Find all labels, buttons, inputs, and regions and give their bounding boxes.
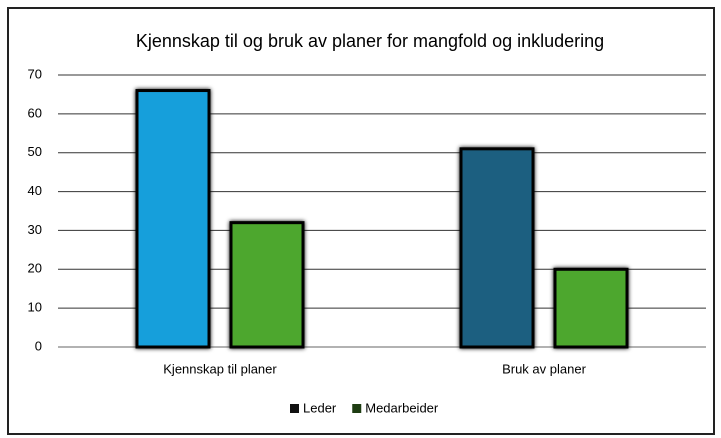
legend-label: Medarbeider <box>365 400 439 415</box>
y-tick-label: 20 <box>28 261 42 276</box>
legend-swatch <box>290 404 299 413</box>
legend-swatch <box>352 404 362 413</box>
x-tick-label: Bruk av planer <box>502 361 586 376</box>
y-tick-label: 0 <box>35 338 42 353</box>
x-tick-label: Kjennskap til planer <box>163 361 277 376</box>
y-tick-label: 30 <box>28 222 42 237</box>
y-tick-label: 50 <box>28 144 42 159</box>
bar <box>229 221 305 349</box>
y-tick-label: 10 <box>28 300 42 315</box>
legend-label: Leder <box>303 400 337 415</box>
y-tick-label: 60 <box>28 105 42 120</box>
bar <box>135 89 211 349</box>
chart-title: Kjennskap til og bruk av planer for mang… <box>136 31 604 51</box>
y-tick-label: 70 <box>28 66 42 81</box>
bar <box>459 147 535 349</box>
y-tick-label: 40 <box>28 183 42 198</box>
chart-frame <box>7 7 715 435</box>
bar <box>553 267 629 349</box>
